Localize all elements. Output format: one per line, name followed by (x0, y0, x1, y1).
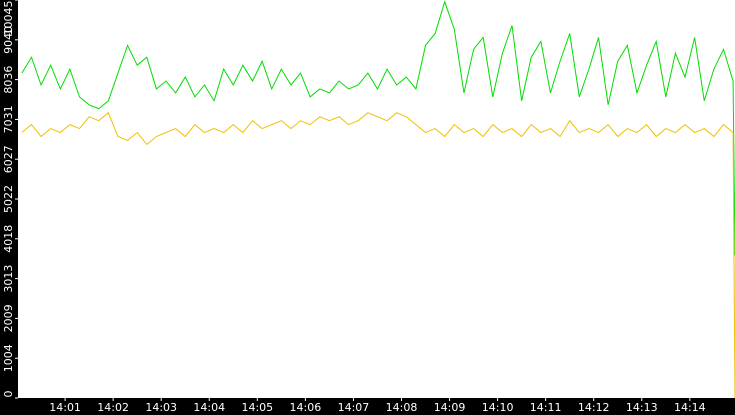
y-tick-label: 5022 (2, 185, 15, 213)
x-tick-label: 14:02 (97, 401, 129, 414)
x-tick-label: 14:11 (530, 401, 562, 414)
x-tick-label: 14:04 (193, 401, 225, 414)
y-tick-label: 2009 (2, 304, 15, 332)
x-tick-label: 14:06 (290, 401, 322, 414)
y-tick-label: 9040 (2, 26, 15, 54)
series-line (21, 0, 735, 256)
y-tick-label: 6027 (2, 145, 15, 173)
y-tick-label: 1004 (2, 344, 15, 372)
y-tick-label: 10045 (2, 1, 15, 36)
plot-area (18, 0, 735, 398)
x-tick-label: 14:08 (386, 401, 418, 414)
x-tick-label: 14:14 (674, 401, 706, 414)
y-tick-label: 7031 (2, 105, 15, 133)
y-tick-label: 4018 (2, 225, 15, 253)
x-tick-label: 14:13 (626, 401, 658, 414)
x-tick-label: 14:03 (145, 401, 177, 414)
series-line (21, 111, 735, 399)
y-tick-label: 3013 (2, 265, 15, 293)
x-tick-label: 14:07 (338, 401, 370, 414)
x-tick-label: 14:12 (578, 401, 610, 414)
x-tick-label: 14:10 (482, 401, 514, 414)
x-tick-label: 14:09 (434, 401, 466, 414)
x-tick-label: 14:05 (241, 401, 273, 414)
y-tick-label: 0 (2, 391, 15, 398)
y-tick-label: 8036 (2, 66, 15, 94)
x-tick-label: 14:01 (49, 401, 81, 414)
